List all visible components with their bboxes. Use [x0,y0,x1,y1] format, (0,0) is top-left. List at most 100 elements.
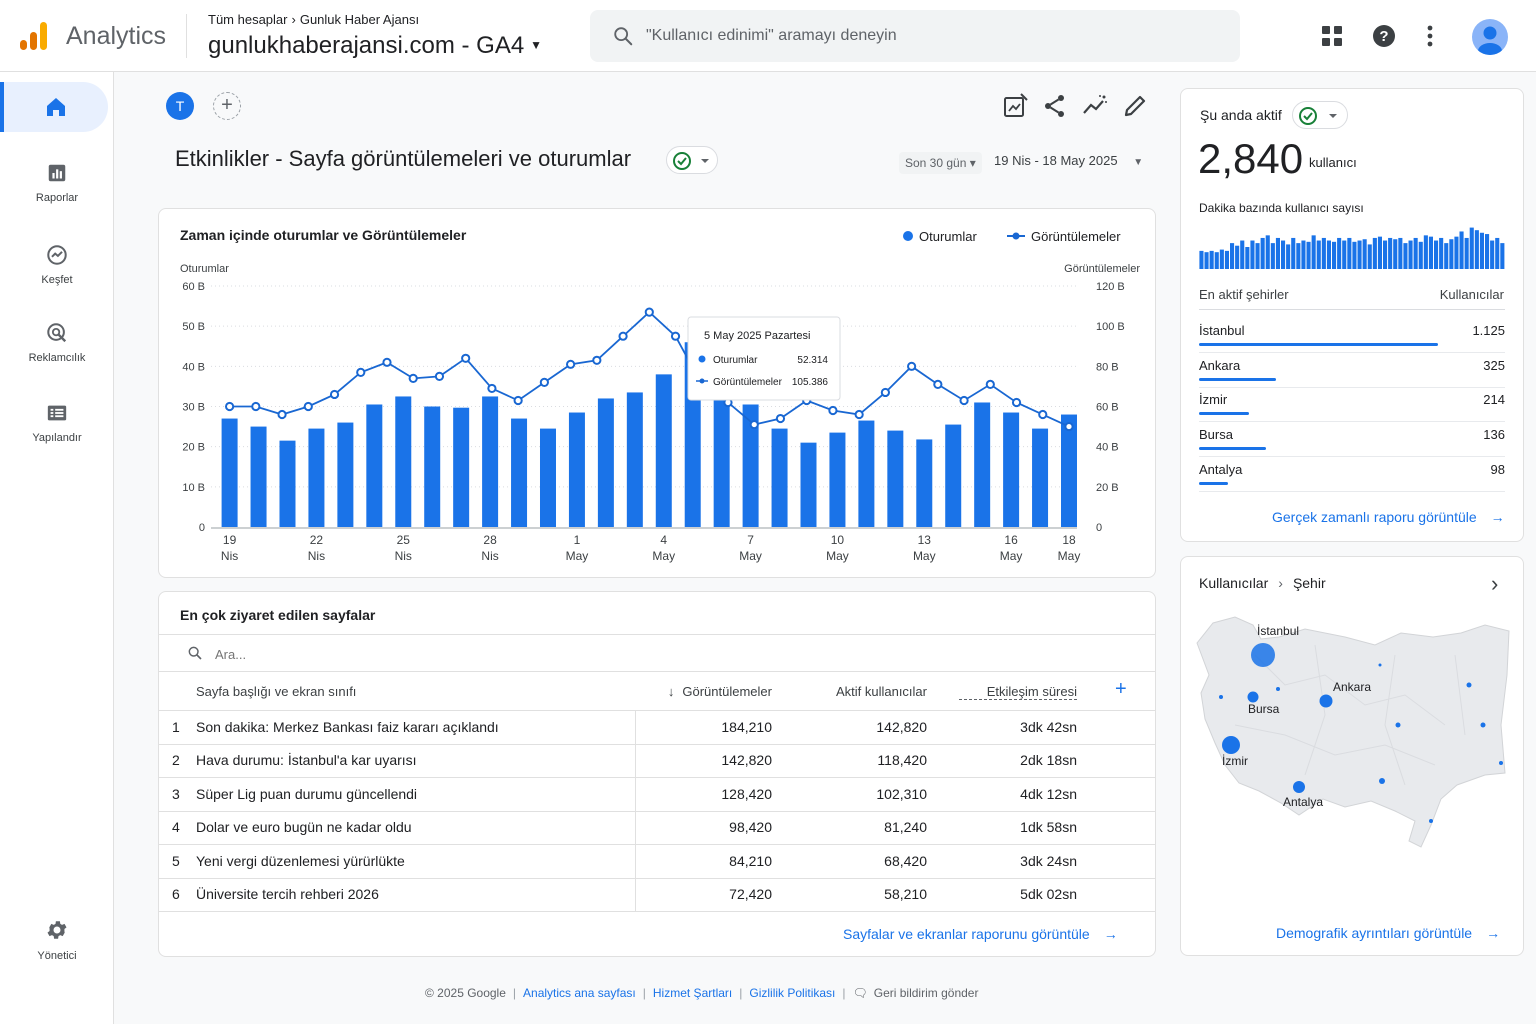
table-row[interactable]: 1 Son dakika: Merkez Bankası faiz kararı … [159,711,1155,745]
views-point[interactable] [985,379,995,390]
minute-bar[interactable] [1311,235,1316,269]
views-point[interactable] [644,307,654,317]
sessions-bar[interactable] [1061,414,1077,527]
minute-bar[interactable] [1332,241,1337,269]
sessions-bar[interactable] [511,418,528,527]
turkey-city-map[interactable]: İstanbul Ankara Bursa İzmir Antalya [1195,615,1511,855]
sessions-bar[interactable] [597,398,614,527]
minute-bar[interactable] [1281,240,1286,269]
sidebar-item-admin[interactable]: Yönetici [0,918,114,962]
breadcrumb-all-accounts[interactable]: Tüm hesaplar [208,12,288,27]
per-minute-bar-chart[interactable] [1199,225,1505,269]
views-point[interactable] [854,409,864,420]
views-point[interactable] [749,419,759,430]
insights-icon[interactable] [1081,92,1109,120]
row-page-title[interactable]: Dolar ve euro bugün ne kadar oldu [196,819,412,836]
views-point[interactable] [513,395,523,406]
customize-report-icon[interactable] [1001,92,1029,120]
property-selector[interactable]: gunlukhaberajansi.com - GA4 ▼ [208,32,542,60]
sessions-bar[interactable] [916,439,933,527]
views-point[interactable] [959,395,969,406]
views-point[interactable] [277,409,287,420]
minute-bar[interactable] [1459,231,1464,269]
sidebar-item-home[interactable] [4,82,108,132]
row-page-title[interactable]: Üniversite tercih rehberi 2026 [196,886,379,902]
views-point[interactable] [618,331,628,341]
map-bubble-antalya[interactable] [1293,781,1305,793]
sessions-bar[interactable] [250,426,267,527]
realtime-status-dropdown[interactable] [1292,101,1348,129]
map-bubble-izmir[interactable] [1222,736,1240,754]
minute-bar[interactable] [1342,240,1347,269]
minute-bar[interactable] [1245,247,1250,269]
sessions-views-chart[interactable]: Zaman içinde oturumlar ve Görüntülemeler… [159,209,1157,579]
table-search-input[interactable] [215,644,615,664]
minute-bar[interactable] [1275,237,1280,269]
minute-bar[interactable] [1230,243,1235,269]
sidebar-item-explore[interactable]: Keşfet [0,244,114,286]
sessions-bar[interactable] [771,428,788,527]
analytics-logo-icon[interactable] [18,20,50,52]
city-row[interactable]: Bursa 136 [1199,427,1505,461]
map-bubble-bursa[interactable] [1247,691,1259,703]
row-page-title[interactable]: Süper Lig puan durumu güncellendi [196,785,418,802]
table-row[interactable]: 5 Yeni vergi düzenlemesi yürürlükte 84,210… [159,844,1155,879]
minute-bar[interactable] [1428,236,1433,269]
map-bubble-ankara[interactable] [1319,694,1333,708]
views-point[interactable] [356,367,366,377]
minute-bar[interactable] [1301,240,1306,269]
minute-bar[interactable] [1469,227,1474,269]
sessions-bar[interactable] [858,420,875,527]
minute-bar[interactable] [1479,232,1484,269]
apps-grid-icon[interactable] [1314,18,1350,54]
footer-link-terms[interactable]: Hizmet Şartları [652,986,733,1000]
minute-bar[interactable] [1495,237,1500,269]
minute-bar[interactable] [1337,237,1342,269]
minute-bar[interactable] [1260,237,1265,269]
demographics-link[interactable]: Demografik ayrıntıları görüntüle → [1276,925,1500,943]
date-range-selector[interactable]: 19 Nis - 18 May 2025 ▼ [994,153,1143,168]
minute-bar[interactable] [1485,234,1490,269]
views-point[interactable] [303,401,313,412]
minute-bar[interactable] [1265,235,1270,269]
minute-bar[interactable] [1250,240,1255,269]
breadcrumb-account[interactable]: Gunluk Haber Ajansı [299,12,420,27]
sessions-bar[interactable] [337,422,354,527]
minute-bar[interactable] [1393,239,1398,269]
minute-bar[interactable] [1383,240,1388,269]
sessions-bar[interactable] [308,428,325,527]
search-input[interactable] [646,22,1206,50]
sessions-bar[interactable] [221,418,238,527]
minute-bar[interactable] [1286,244,1291,269]
sessions-bar[interactable] [395,396,412,527]
minute-bar[interactable] [1408,240,1413,269]
views-point[interactable] [539,377,549,387]
sessions-bar[interactable] [829,432,846,527]
sessions-bar[interactable] [1003,412,1020,527]
minute-bar[interactable] [1418,241,1423,269]
minute-bar[interactable] [1240,240,1245,269]
sidebar-item-advertising[interactable]: Reklamcılık [0,322,114,364]
minute-bar[interactable] [1326,240,1331,269]
column-header-views[interactable]: ↓ Görüntülemeler [659,684,772,699]
views-point[interactable] [592,355,602,365]
minute-bar[interactable] [1209,250,1214,269]
row-page-title[interactable]: Hava durumu: İstanbul'a kar uyarısı [196,752,417,769]
row-page-title[interactable]: Yeni vergi düzenlemesi yürürlükte [196,852,405,869]
minute-bar[interactable] [1347,237,1352,269]
map-bubble-istanbul[interactable] [1251,643,1275,667]
minute-bar[interactable] [1306,241,1311,269]
views-point[interactable] [670,331,681,341]
views-point[interactable] [566,359,576,369]
breadcrumb[interactable]: Tüm hesaplar › Gunluk Haber Ajansı [208,12,419,27]
minute-bar[interactable] [1434,240,1439,269]
footer-link-analytics-home[interactable]: Analytics ana sayfası [523,986,636,1000]
sessions-bar[interactable] [366,404,383,527]
views-point[interactable] [933,379,943,390]
minute-bar[interactable] [1291,237,1296,269]
sessions-bar[interactable] [482,396,499,527]
views-point[interactable] [225,401,235,412]
views-point[interactable] [907,361,917,371]
city-row[interactable]: İstanbul 1.125 [1199,323,1505,357]
views-point[interactable] [1038,409,1048,420]
